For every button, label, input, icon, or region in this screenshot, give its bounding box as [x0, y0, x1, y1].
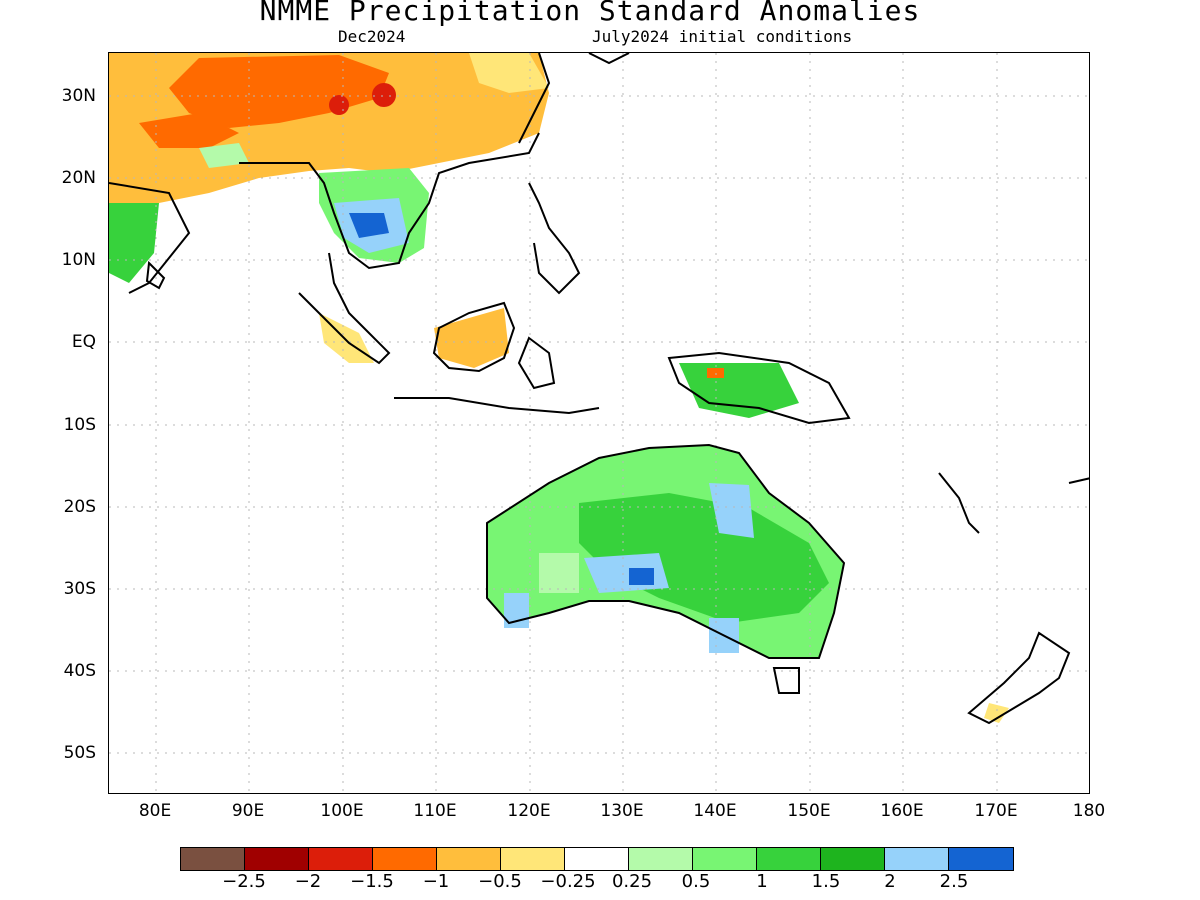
- colorbar-label: 1.5: [811, 871, 841, 892]
- lat-label-40s: 40S: [63, 661, 96, 681]
- colorbar-swatch: [949, 848, 1013, 870]
- coastlines: [109, 53, 1089, 725]
- colorbar-label: −0.25: [540, 871, 596, 892]
- colorbar-swatch: [565, 848, 629, 870]
- colorbar-swatch: [501, 848, 565, 870]
- lat-label-30s: 30S: [63, 579, 96, 599]
- colorbar-label: 0.25: [611, 871, 653, 892]
- colorbar: [180, 847, 1014, 871]
- lon-label-110e: 110E: [413, 801, 457, 821]
- lat-label-10n: 10N: [61, 250, 96, 270]
- lat-label-20s: 20S: [63, 497, 96, 517]
- colorbar-swatch: [821, 848, 885, 870]
- anomaly-shading: [109, 53, 1009, 723]
- lon-label-150e: 150E: [787, 801, 831, 821]
- valid-month-label: Dec2024: [338, 27, 406, 46]
- map-title: NMME Precipitation Standard Anomalies: [259, 0, 921, 27]
- colorbar-label: 2: [884, 871, 896, 892]
- colorbar-swatch: [373, 848, 437, 870]
- lon-label-140e: 140E: [693, 801, 737, 821]
- colorbar-swatch: [693, 848, 757, 870]
- initial-conditions-label: July2024 initial conditions: [592, 27, 853, 46]
- colorbar-swatch: [437, 848, 501, 870]
- colorbar-swatch: [885, 848, 949, 870]
- lon-label-80e: 80E: [138, 801, 172, 821]
- colorbar-swatch: [309, 848, 373, 870]
- map-canvas: [109, 53, 1089, 793]
- lon-label-130e: 130E: [600, 801, 644, 821]
- colorbar-label: −0.5: [478, 871, 522, 892]
- colorbar-swatch: [757, 848, 821, 870]
- lon-label-100e: 100E: [320, 801, 364, 821]
- colorbar-label: −1: [422, 871, 450, 892]
- lat-label-10s: 10S: [63, 415, 96, 435]
- colorbar-label: −2: [294, 871, 322, 892]
- lon-label-90e: 90E: [231, 801, 265, 821]
- colorbar-label: 0.5: [681, 871, 711, 892]
- anomaly-map: [108, 52, 1090, 794]
- colorbar-label: 1: [756, 871, 768, 892]
- lat-label-50s: 50S: [63, 743, 96, 763]
- colorbar-swatch: [629, 848, 693, 870]
- colorbar-label: −1.5: [350, 871, 394, 892]
- lat-label-20n: 20N: [61, 168, 96, 188]
- colorbar-swatch: [181, 848, 245, 870]
- colorbar-swatch: [245, 848, 309, 870]
- lon-label-160e: 160E: [880, 801, 924, 821]
- lat-label-30n: 30N: [61, 86, 96, 106]
- colorbar-label: 2.5: [939, 871, 969, 892]
- lat-label-eq: EQ: [71, 332, 96, 352]
- lon-label-120e: 120E: [507, 801, 551, 821]
- colorbar-label: −2.5: [222, 871, 266, 892]
- lon-label-170e: 170E: [974, 801, 1018, 821]
- lon-label-180: 180: [1072, 801, 1106, 821]
